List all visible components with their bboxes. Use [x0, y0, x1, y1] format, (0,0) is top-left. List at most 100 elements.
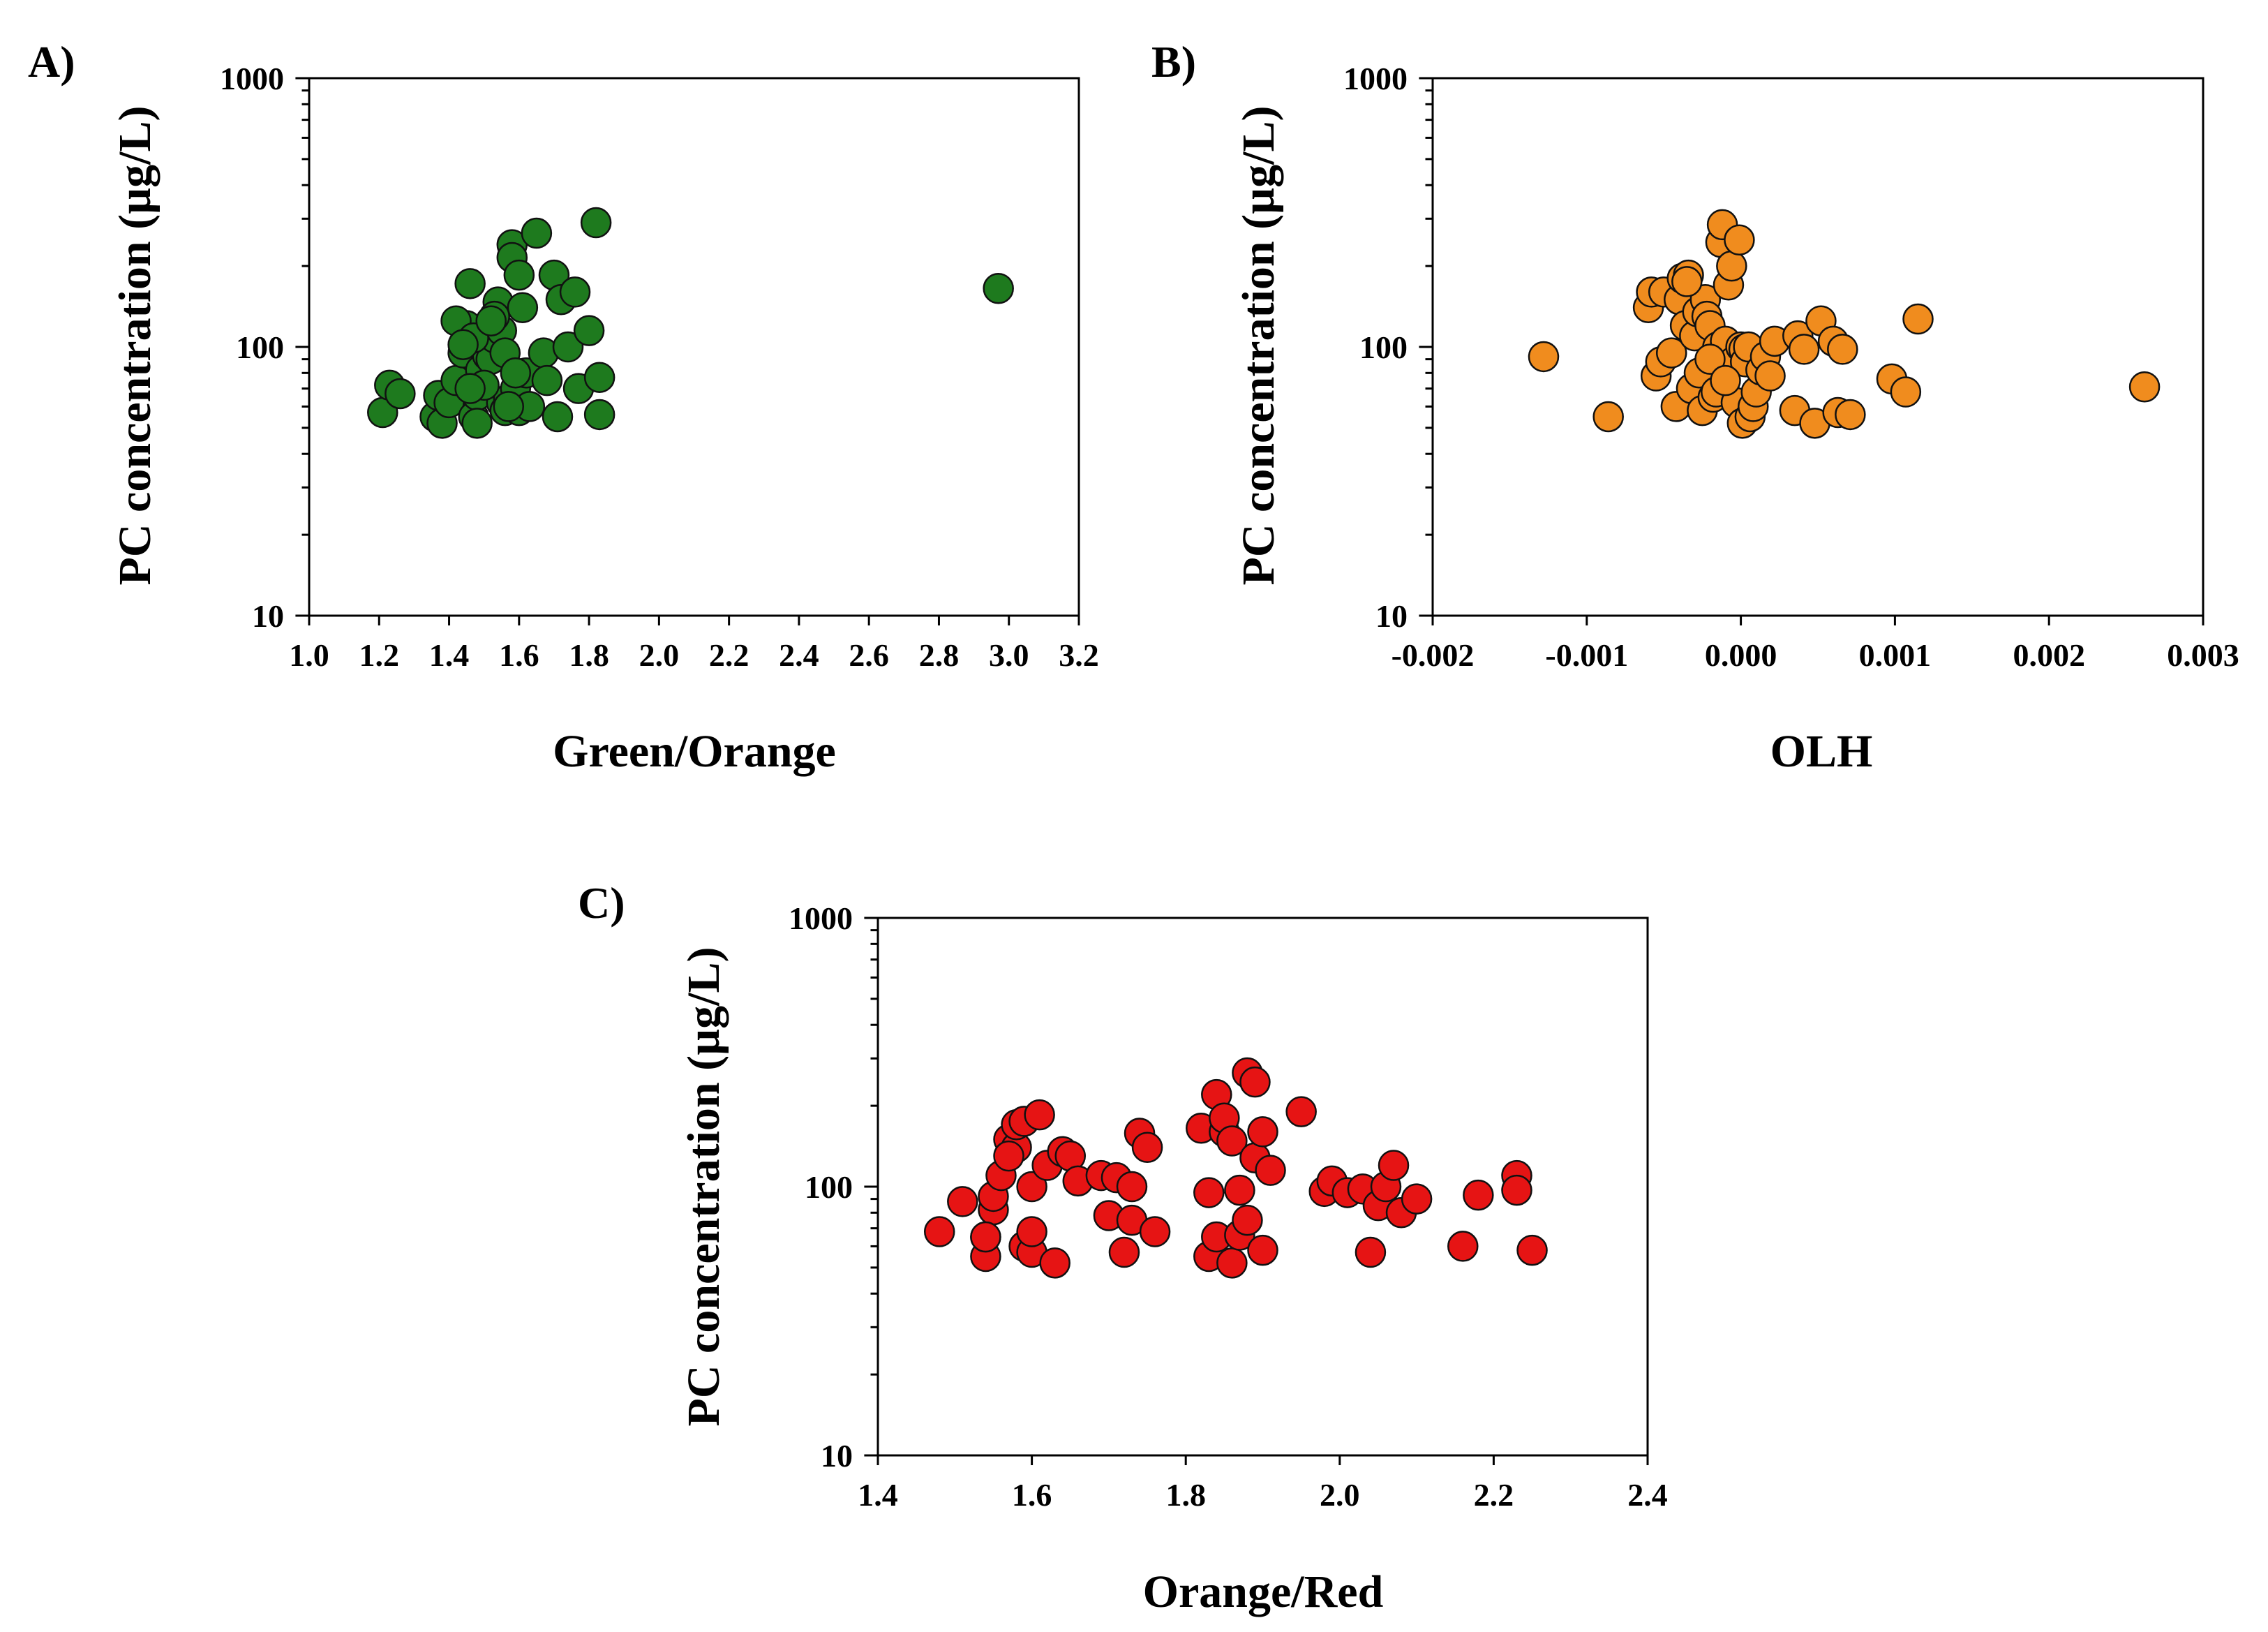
y-axis-title: PC concentration (µg/L)	[110, 106, 161, 586]
ticks: 1.4 1.6 1.8 2.0 2.2 2.4 10 100 1000	[789, 900, 1668, 1513]
data-point	[573, 315, 605, 346]
data-point	[1754, 360, 1786, 392]
data-point	[1724, 224, 1755, 256]
data-point	[1131, 1132, 1163, 1163]
x-axis-title: Orange/Red	[1143, 1566, 1384, 1617]
x-tick-label: 2.4	[1627, 1477, 1668, 1513]
data-point	[1447, 1231, 1479, 1262]
x-tick-label: 2.0	[639, 637, 680, 673]
y-tick-label: 1000	[789, 900, 853, 936]
data-point	[1247, 1234, 1278, 1266]
data-point	[1216, 1247, 1248, 1279]
panel-a: A) PC concentration (µg/L) Green/Orange …	[28, 37, 1099, 777]
x-tick-label: 1.6	[1012, 1477, 1052, 1513]
scatter-points	[923, 1057, 1548, 1279]
data-point	[580, 207, 612, 239]
x-axis-title: Green/Orange	[553, 726, 836, 777]
plot-frame	[876, 917, 1649, 1457]
panel-label: B)	[1151, 37, 1196, 87]
data-point	[559, 276, 591, 308]
data-point	[1255, 1155, 1286, 1186]
data-point	[1024, 1099, 1055, 1131]
ticks: -0.002 -0.001 0.000 0.001 0.002 0.003 10 100 100…	[1343, 61, 2239, 673]
data-point	[454, 373, 486, 404]
x-tick-label: 2.4	[779, 637, 819, 673]
scatter-points	[367, 207, 1014, 439]
data-point	[1835, 399, 1866, 431]
data-point	[993, 1140, 1024, 1172]
data-point	[503, 259, 535, 291]
x-tick-label: 2.8	[919, 637, 960, 673]
x-tick-label: 0.003	[2167, 637, 2239, 673]
x-tick-label: 2.6	[849, 637, 889, 673]
data-point	[385, 378, 416, 410]
data-point	[1039, 1247, 1070, 1279]
data-point	[507, 292, 539, 323]
data-point	[454, 268, 486, 299]
data-point	[1247, 1116, 1278, 1148]
y-tick-label: 100	[805, 1169, 853, 1205]
x-tick-label: -0.001	[1545, 637, 1628, 673]
data-point	[1694, 343, 1726, 375]
x-tick-label: 1.8	[1165, 1477, 1206, 1513]
data-point	[947, 1186, 978, 1217]
y-axis-title: PC concentration (µg/L)	[678, 947, 729, 1427]
plot-frame	[308, 77, 1080, 617]
x-tick-label: 0.002	[2013, 637, 2085, 673]
data-point	[1788, 334, 1820, 365]
data-point	[1232, 1204, 1263, 1236]
x-axis-title: OLH	[1770, 726, 1873, 777]
data-point	[2128, 371, 2161, 403]
data-point	[1528, 341, 1560, 373]
y-tick-label: 10	[821, 1438, 853, 1474]
data-point	[1710, 364, 1741, 396]
x-tick-label: 0.000	[1705, 637, 1777, 673]
data-point	[1016, 1216, 1047, 1247]
x-tick-label: 3.0	[989, 637, 1029, 673]
data-point	[542, 401, 574, 433]
y-axis-title: PC concentration (µg/L)	[1233, 106, 1284, 586]
data-point	[583, 399, 616, 431]
data-point	[1716, 250, 1747, 282]
data-point	[447, 329, 479, 360]
data-point	[1463, 1179, 1494, 1211]
data-point	[1501, 1174, 1532, 1206]
data-point	[1285, 1096, 1317, 1127]
data-point	[521, 217, 553, 249]
data-point	[1401, 1183, 1433, 1215]
data-point	[500, 357, 532, 389]
x-tick-label: 1.2	[359, 637, 400, 673]
data-point	[970, 1221, 1001, 1253]
data-point	[475, 305, 507, 336]
data-point	[1827, 334, 1858, 365]
x-tick-label: 2.0	[1320, 1477, 1360, 1513]
data-point	[493, 391, 525, 422]
data-point	[1108, 1236, 1140, 1268]
data-point	[1671, 266, 1703, 297]
data-point	[1355, 1236, 1387, 1268]
data-point	[983, 273, 1014, 304]
data-point	[1902, 303, 1934, 335]
data-point	[1016, 1171, 1047, 1203]
panel-label: C)	[578, 878, 625, 928]
x-tick-label: 2.2	[709, 637, 749, 673]
ticks: 1.0 1.2 1.4 1.6 1.8 2.0 2.2 2.4 2.6 2.8 3.0 3.2 10 10…	[220, 61, 1099, 673]
x-tick-label: 0.001	[1859, 637, 1932, 673]
data-point	[1655, 337, 1687, 369]
x-tick-label: -0.002	[1392, 637, 1475, 673]
panel-label: A)	[28, 37, 75, 87]
y-tick-label: 10	[1375, 598, 1408, 634]
y-tick-label: 1000	[220, 61, 284, 96]
plot-frame	[1431, 77, 2204, 617]
data-point	[1378, 1150, 1410, 1181]
data-point	[1516, 1234, 1548, 1266]
x-tick-label: 1.4	[858, 1477, 898, 1513]
x-tick-label: 2.2	[1474, 1477, 1514, 1513]
data-point	[1592, 401, 1624, 433]
data-point	[1116, 1171, 1148, 1203]
x-tick-label: 3.2	[1059, 637, 1099, 673]
data-point	[1890, 376, 1922, 408]
y-tick-label: 1000	[1343, 61, 1408, 96]
y-tick-label: 10	[252, 598, 284, 634]
